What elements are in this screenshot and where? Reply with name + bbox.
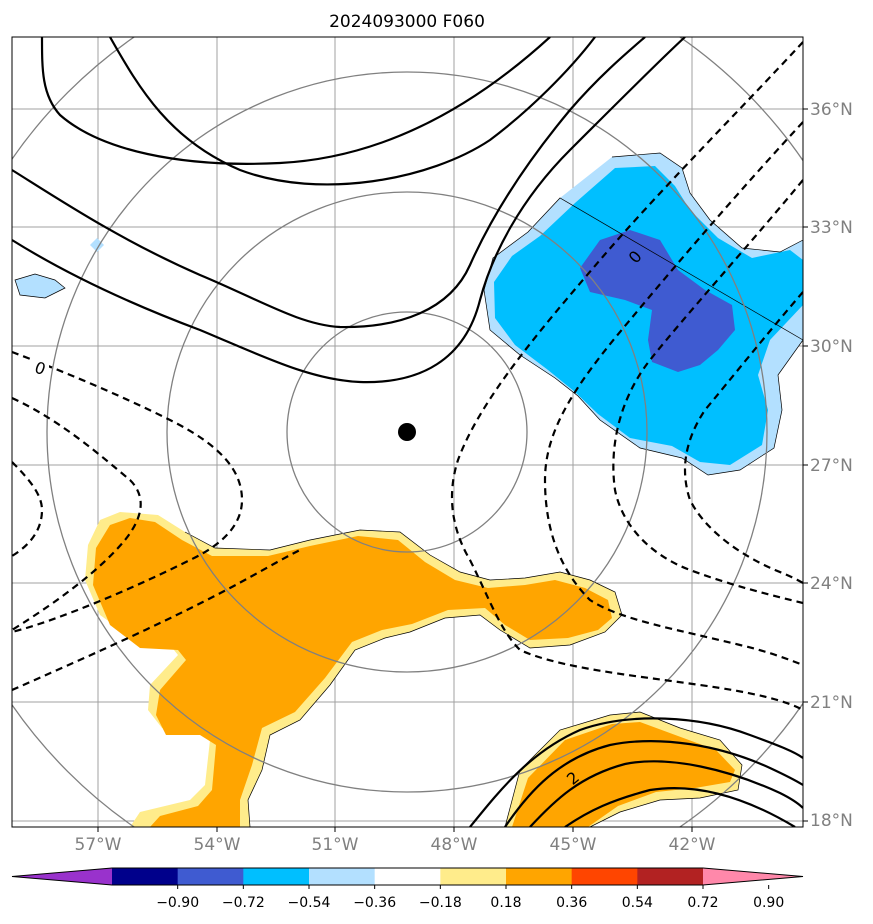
lat-label: 36°N [810,100,853,120]
colorbar-segment [506,868,573,885]
lat-label: 27°N [810,456,853,476]
lat-label: 24°N [810,574,853,594]
longitude-labels: 57°W 54°W 51°W 48°W 45°W 42°W [75,835,716,855]
colorbar-tick-label: 0.90 [753,895,784,911]
colorbar-segment [243,868,310,885]
positive-anomaly-region [85,512,743,827]
negative-anomaly-region [14,152,803,476]
lon-label: 42°W [669,835,716,855]
lon-label: 51°W [312,835,359,855]
colorbar-segment [177,868,244,885]
lon-label: 45°W [550,835,597,855]
colorbar-tick-label: 0.18 [490,895,521,911]
solid-contours [12,37,803,827]
lat-label: 33°N [810,218,853,238]
colorbar-segment [571,868,638,885]
colorbar-extend-high [703,868,803,885]
colorbar-tick-label: −0.90 [156,895,199,911]
colorbar-segment [112,868,179,885]
colorbar-tick-label: −0.54 [288,895,331,911]
colorbar-segment [309,868,376,885]
colorbar-tick-label: −0.36 [353,895,396,911]
colorbar: −0.90 −0.72 −0.54 −0.36 −0.18 0.18 0.36 0.54 0.7… [11,867,804,911]
colorbar-tick-label: −0.72 [222,895,265,911]
lat-label: 21°N [810,693,853,713]
dashed-contours [12,41,803,711]
colorbar-tick-label: 0.54 [622,895,653,911]
colorbar-extend-low [12,868,112,885]
latitude-labels: 36°N 33°N 30°N 27°N 24°N 21°N 18°N [810,100,853,831]
lon-label: 54°W [194,835,241,855]
storm-center-dot [398,423,416,441]
colorbar-segment [440,868,507,885]
map-frame [11,36,804,828]
lat-label: 30°N [810,337,853,357]
colorbar-segment [374,868,441,885]
lon-label: 57°W [75,835,122,855]
lon-label: 48°W [431,835,478,855]
map-title: 2024093000 F060 [329,12,485,32]
colorbar-tick-label: 0.72 [687,895,718,911]
lat-label: 18°N [810,811,853,831]
axis-ticks [97,108,808,832]
colorbar-tick-label: −0.18 [419,895,462,911]
colorbar-segment [637,868,704,885]
colorbar-tick-label: 0.36 [556,895,587,911]
